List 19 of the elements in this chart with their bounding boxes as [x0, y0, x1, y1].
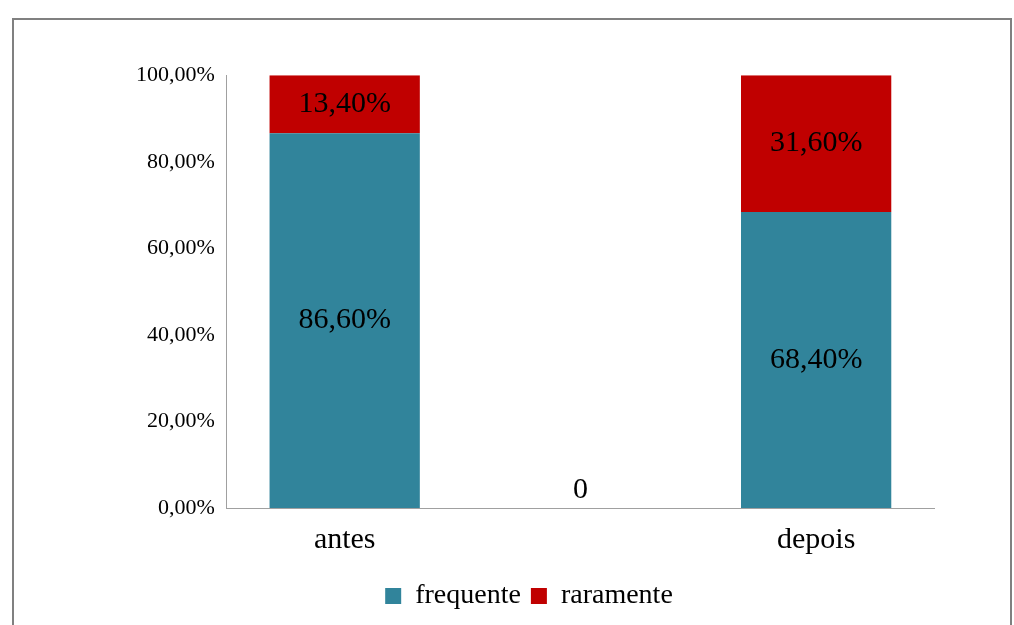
- y-tick-label: 20,00%: [147, 407, 215, 433]
- bar: [269, 133, 420, 508]
- legend-label: frequente: [415, 578, 521, 610]
- legend-label: raramente: [560, 578, 673, 610]
- bar: [741, 75, 892, 212]
- x-tick-label: depois: [776, 520, 856, 554]
- data-label: 68,40%: [769, 340, 863, 374]
- data-label: 31,60%: [769, 124, 863, 158]
- y-tick-label: 80,00%: [147, 147, 215, 173]
- y-tick-label: 40,00%: [147, 320, 215, 346]
- x-tick-label: antes: [313, 520, 376, 554]
- data-label: 86,60%: [298, 301, 391, 335]
- data-label: 13,40%: [298, 85, 391, 119]
- data-label: 0: [572, 470, 588, 504]
- y-tick-label: 0,00%: [158, 493, 215, 519]
- bar: [269, 75, 420, 134]
- y-tick-label: 100,00%: [136, 60, 215, 86]
- bar: [741, 211, 892, 508]
- y-tick-label: 60,00%: [147, 234, 215, 260]
